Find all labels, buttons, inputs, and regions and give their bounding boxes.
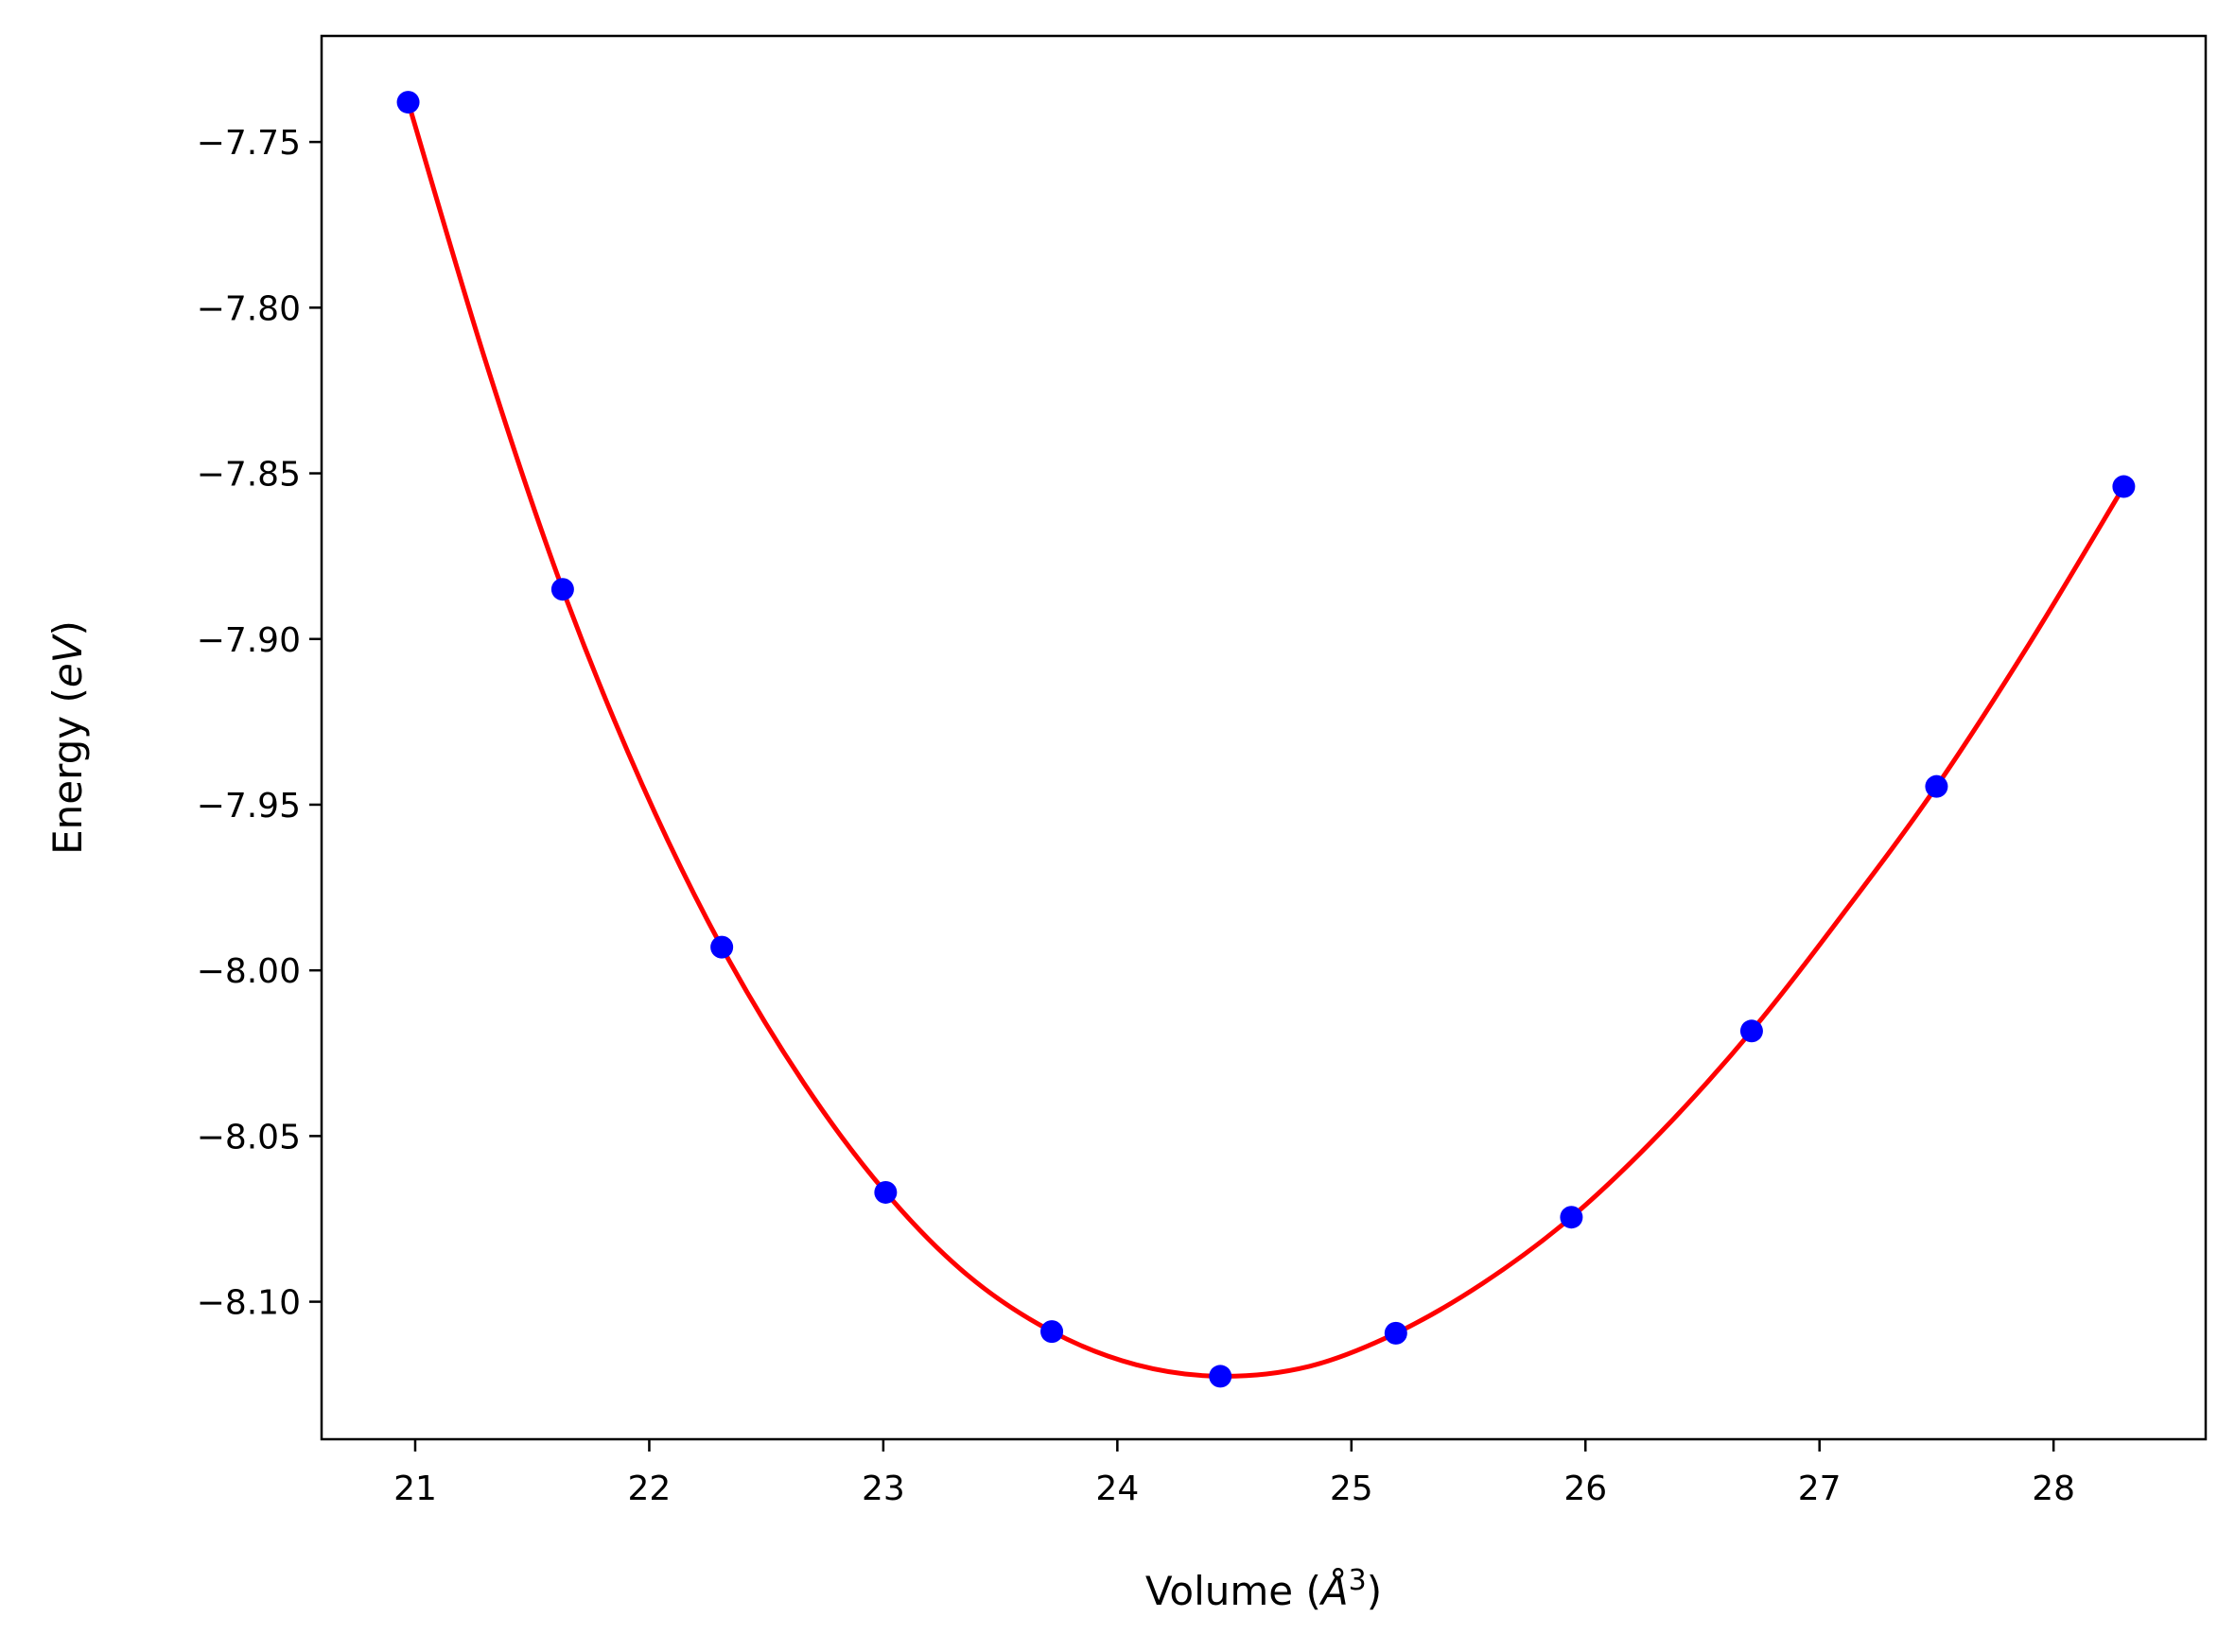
y-tick-label: −7.80: [197, 289, 301, 328]
data-point: [396, 91, 420, 114]
x-tick-label: 28: [2032, 1469, 2075, 1508]
data-point: [1739, 1019, 1763, 1043]
x-tick-label: 22: [628, 1469, 672, 1508]
data-point: [1209, 1365, 1232, 1388]
data-point: [1925, 774, 1948, 798]
x-tick-label: 23: [862, 1469, 905, 1508]
x-axis-title: Volume (Å3): [1145, 1564, 1382, 1614]
y-axis-title: Energy (eV): [44, 620, 91, 855]
x-axis-ticks: 21 22 23 24 25 26 27 28: [393, 1439, 2075, 1508]
fit-curve-line: [406, 101, 2126, 1379]
x-tick-label: 26: [1563, 1469, 1607, 1508]
x-tick-label: 27: [1798, 1469, 1842, 1508]
data-point: [1384, 1321, 1407, 1345]
data-point: [874, 1180, 898, 1204]
data-point: [710, 935, 734, 959]
x-tick-label: 25: [1330, 1469, 1373, 1508]
data-point: [1560, 1206, 1583, 1229]
plot-background: [322, 36, 2206, 1439]
data-points: [396, 91, 2136, 1388]
y-tick-label: −7.90: [197, 621, 301, 660]
x-tick-label: 21: [393, 1469, 437, 1508]
y-tick-label: −8.10: [197, 1284, 301, 1323]
data-point: [550, 578, 574, 601]
y-tick-label: −7.95: [197, 787, 301, 826]
y-axis-ticks: −7.75 −7.80 −7.85 −7.90 −7.95 −8.00 −8.05 −8.10: [197, 124, 322, 1323]
y-tick-label: −7.85: [197, 456, 301, 495]
y-tick-label: −7.75: [197, 124, 301, 163]
x-tick-label: 24: [1095, 1469, 1139, 1508]
data-point: [2112, 475, 2136, 498]
y-tick-label: −8.05: [197, 1118, 301, 1156]
plot-frame: [320, 34, 2208, 1441]
y-tick-label: −8.00: [197, 952, 301, 991]
data-point: [1040, 1320, 1064, 1344]
